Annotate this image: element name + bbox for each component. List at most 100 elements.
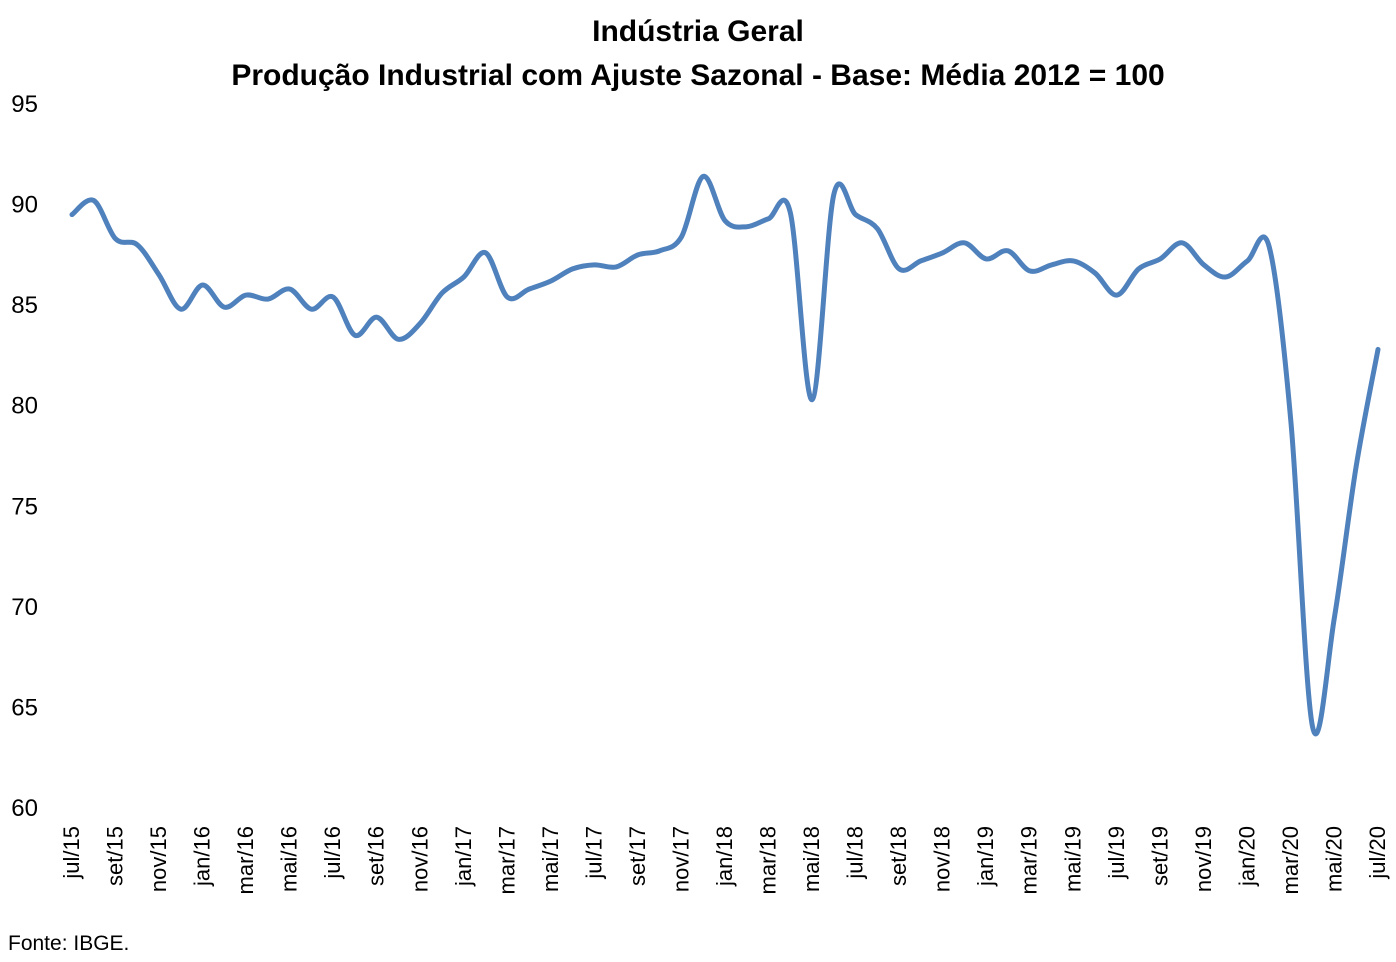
x-tick-label: jan/17 [451,826,476,887]
plot-area [69,173,1381,737]
data-point [92,199,96,203]
data-point [984,257,988,261]
y-axis: 60 65 70 75 80 85 90 95 [11,91,38,822]
data-point [418,321,422,325]
x-tick-label: jul/17 [581,826,606,880]
data-point [1050,263,1054,267]
data-point [527,287,531,291]
data-point [788,211,792,215]
x-tick-label: mar/20 [1278,826,1303,894]
y-tick-label: 90 [11,192,38,219]
data-point [1028,269,1032,273]
data-point [114,237,118,241]
chart-subtitle: Produção Industrial com Ajuste Sazonal -… [231,59,1165,92]
data-point [266,297,270,301]
data-point [135,243,139,247]
x-tick-label: jan/16 [190,826,215,887]
data-point [679,235,683,239]
data-point [331,295,335,299]
x-tick-label: jul/19 [1104,826,1129,880]
x-tick-label: jan/18 [712,826,737,887]
x-tick-label: set/18 [886,826,911,886]
data-point [505,295,509,299]
data-point [1180,241,1184,245]
x-tick-label: mar/16 [233,826,258,894]
x-tick-label: nov/18 [930,826,955,892]
data-point [201,283,205,287]
data-point [658,249,662,253]
data-point [854,213,858,217]
data-point [1376,347,1380,351]
y-tick-label: 75 [11,493,38,520]
data-point [1071,259,1075,263]
data-point [397,337,401,341]
x-tick-label: mai/16 [277,826,302,892]
data-point [1093,271,1097,275]
data-point [1115,293,1119,297]
data-point [222,305,226,309]
x-tick-label: mar/18 [756,826,781,894]
data-point [810,398,814,402]
x-tick-label: jan/20 [1234,826,1259,887]
y-tick-label: 80 [11,393,38,420]
x-tick-label: set/16 [364,826,389,886]
data-point [157,273,161,277]
data-point [1332,615,1336,619]
y-tick-label: 70 [11,594,38,621]
data-point [1289,420,1293,424]
source-note: Fonte: IBGE. [8,932,130,955]
data-point [897,267,901,271]
x-tick-label: mai/19 [1060,826,1085,892]
x-tick-label: set/17 [625,826,650,886]
series-line [69,173,1381,737]
x-tick-label: nov/15 [146,826,171,892]
data-point [919,259,923,263]
x-tick-label: nov/19 [1191,826,1216,892]
y-tick-label: 95 [11,91,38,118]
data-point [592,263,596,267]
data-point [484,251,488,255]
x-tick-label: set/15 [103,826,128,886]
x-tick-label: mai/17 [538,826,563,892]
x-tick-label: jul/20 [1365,826,1390,880]
data-point [1354,464,1358,468]
x-tick-label: nov/17 [668,826,693,892]
data-point [70,213,74,217]
data-point [309,307,313,311]
data-point [288,287,292,291]
x-tick-label: mar/19 [1017,826,1042,894]
data-point [244,293,248,297]
x-tick-label: jan/19 [973,826,998,887]
x-tick-label: mai/20 [1321,826,1346,892]
data-point [723,219,727,223]
data-point [1158,257,1162,261]
x-tick-label: mar/17 [494,826,519,894]
data-point [941,251,945,255]
data-point [614,265,618,269]
x-tick-label: nov/16 [407,826,432,892]
x-tick-label: jul/16 [320,826,345,880]
y-tick-label: 60 [11,795,38,822]
data-point [440,291,444,295]
x-tick-label: jul/15 [59,826,84,880]
data-point [767,217,771,221]
data-point [745,225,749,229]
data-point [1224,275,1228,279]
x-tick-label: jul/18 [843,826,868,880]
data-point [1137,267,1141,271]
data-point [1267,245,1271,249]
data-point [1202,263,1206,267]
data-point [179,307,183,311]
data-point [462,275,466,279]
data-point [353,333,357,337]
x-tick-label: mai/18 [799,826,824,892]
data-point [549,279,553,283]
data-point [875,227,879,231]
data-point [962,241,966,245]
x-tick-label: set/19 [1147,826,1172,886]
data-point [701,174,705,178]
data-point [636,253,640,257]
data-point [1245,259,1249,263]
data-point [1006,249,1010,253]
data-point [571,267,575,271]
